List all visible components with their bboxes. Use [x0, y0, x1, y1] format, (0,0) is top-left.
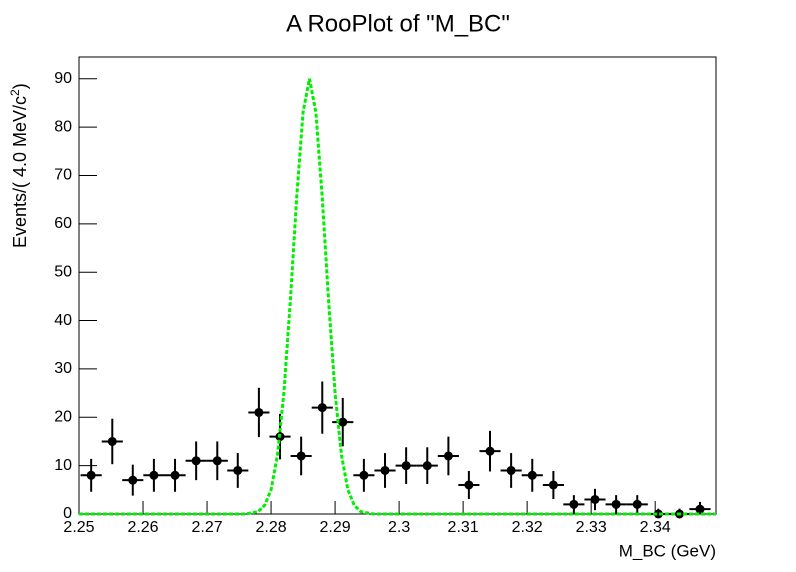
data-point	[191, 456, 201, 466]
x-tick-label: 2.28	[255, 519, 286, 536]
y-axis-label-sup: 2	[8, 89, 22, 96]
y-tick-label: 40	[54, 312, 72, 329]
data-point	[149, 470, 159, 480]
x-tick-label: 2.27	[191, 519, 222, 536]
data-point	[527, 470, 537, 480]
data-point	[632, 499, 642, 509]
y-tick-label: 70	[54, 167, 72, 184]
y-tick-label: 50	[54, 263, 72, 280]
data-point	[380, 465, 390, 475]
fit-curve	[79, 78, 716, 516]
y-axis-label-end: )	[10, 83, 30, 89]
x-tick-label: 2.25	[63, 519, 94, 536]
data-point	[611, 499, 621, 509]
data-point	[401, 461, 411, 471]
data-point	[317, 403, 327, 413]
data-point	[548, 480, 558, 490]
y-tick-label: 60	[54, 215, 72, 232]
y-tick-label: 90	[54, 70, 72, 87]
data-point	[233, 465, 243, 475]
data-point	[464, 480, 474, 490]
data-point	[170, 470, 180, 480]
data-point	[653, 509, 663, 519]
y-tick-label: 10	[54, 457, 72, 474]
x-tick-label: 2.3	[388, 519, 410, 536]
data-point	[296, 451, 306, 461]
data-point	[695, 504, 705, 514]
y-tick-label: 80	[54, 118, 72, 135]
x-tick-label: 2.31	[448, 519, 479, 536]
data-point	[590, 494, 600, 504]
data-point	[338, 417, 348, 427]
data-point	[86, 470, 96, 480]
data-point	[359, 470, 369, 480]
chart-title: A RooPlot of "M_BC"	[286, 10, 510, 37]
x-tick-label: 2.26	[127, 519, 158, 536]
y-tick-label: 20	[54, 408, 72, 425]
data-point	[107, 436, 117, 446]
x-axis-label: M_BC (GeV)	[619, 541, 716, 560]
data-point	[506, 465, 516, 475]
x-tick-label: 2.32	[512, 519, 543, 536]
data-point	[422, 461, 432, 471]
y-tick-label: 30	[54, 360, 72, 377]
x-tick-label: 2.34	[640, 519, 671, 536]
data-point	[254, 407, 264, 417]
plot-frame	[78, 56, 717, 515]
y-axis-label: Events/( 4.0 MeV/c2)	[8, 83, 30, 248]
x-tick-label: 2.33	[576, 519, 607, 536]
data-point	[569, 499, 579, 509]
data-point	[485, 446, 495, 456]
x-tick-label: 2.29	[320, 519, 351, 536]
y-axis-label-main: Events/( 4.0 MeV/c	[10, 96, 30, 248]
data-point	[128, 475, 138, 485]
y-tick-label: 0	[63, 505, 72, 522]
data-point	[212, 456, 222, 466]
data-point	[443, 451, 453, 461]
